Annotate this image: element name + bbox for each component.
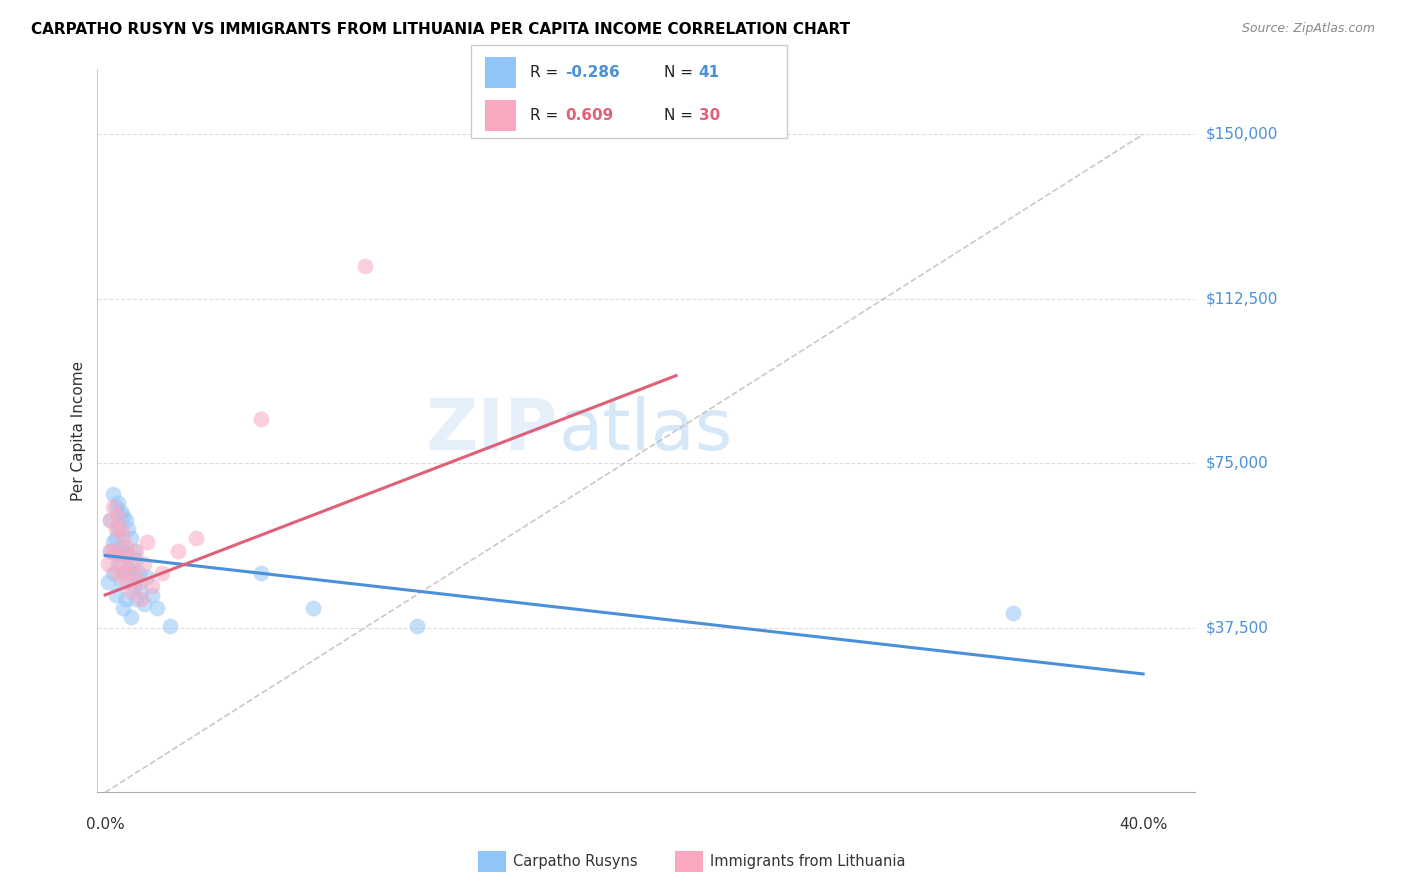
Point — [101, 500, 124, 515]
Point — [110, 505, 132, 519]
Text: $37,500: $37,500 — [1206, 620, 1270, 635]
Point — [101, 544, 124, 558]
Point — [120, 610, 142, 624]
Point — [101, 487, 124, 501]
Point — [97, 574, 120, 589]
Point — [112, 508, 135, 523]
Point — [146, 601, 169, 615]
Text: 0.0%: 0.0% — [86, 817, 125, 832]
Point — [104, 522, 127, 536]
Point — [115, 513, 138, 527]
Text: 30: 30 — [699, 108, 720, 123]
Text: CARPATHO RUSYN VS IMMIGRANTS FROM LITHUANIA PER CAPITA INCOME CORRELATION CHART: CARPATHO RUSYN VS IMMIGRANTS FROM LITHUA… — [31, 22, 851, 37]
Point — [117, 549, 139, 563]
Point — [110, 574, 132, 589]
Point — [112, 544, 135, 558]
Point — [115, 592, 138, 607]
Point — [117, 522, 139, 536]
Point — [353, 259, 375, 273]
Point — [98, 544, 121, 558]
Point — [98, 544, 121, 558]
Point — [120, 566, 142, 580]
Point — [120, 531, 142, 545]
Text: Carpatho Rusyns: Carpatho Rusyns — [513, 855, 638, 869]
Text: N =: N = — [664, 108, 697, 123]
Text: atlas: atlas — [558, 396, 733, 465]
Point — [141, 588, 163, 602]
Point — [125, 544, 148, 558]
Point — [122, 579, 145, 593]
Point — [125, 553, 148, 567]
Point — [141, 579, 163, 593]
Text: $75,000: $75,000 — [1206, 456, 1268, 471]
Text: R =: R = — [530, 108, 564, 123]
Point — [97, 558, 120, 572]
Point — [112, 601, 135, 615]
Point — [128, 574, 150, 589]
Point — [117, 562, 139, 576]
Point — [131, 583, 153, 598]
Point — [104, 588, 127, 602]
Point — [112, 566, 135, 580]
Point — [135, 570, 157, 584]
Text: Immigrants from Lithuania: Immigrants from Lithuania — [710, 855, 905, 869]
Point — [107, 549, 129, 563]
Point — [107, 558, 129, 572]
Text: 40.0%: 40.0% — [1119, 817, 1167, 832]
Point — [115, 540, 138, 554]
Point — [115, 549, 138, 563]
Point — [107, 496, 129, 510]
Point — [104, 531, 127, 545]
Point — [101, 566, 124, 580]
Point — [110, 558, 132, 572]
Point — [128, 566, 150, 580]
Point — [110, 540, 132, 554]
Point — [131, 592, 153, 607]
Point — [250, 566, 273, 580]
Point — [101, 535, 124, 549]
Text: Source: ZipAtlas.com: Source: ZipAtlas.com — [1241, 22, 1375, 36]
Text: 0.609: 0.609 — [565, 108, 613, 123]
Text: 41: 41 — [699, 65, 720, 80]
Point — [98, 513, 121, 527]
Point — [166, 544, 188, 558]
Text: ZIP: ZIP — [426, 396, 558, 465]
Point — [132, 597, 155, 611]
Point — [120, 583, 142, 598]
Y-axis label: Per Capita Income: Per Capita Income — [72, 360, 86, 500]
Point — [132, 558, 155, 572]
Point — [159, 618, 181, 632]
Point — [184, 531, 207, 545]
Point — [122, 544, 145, 558]
Point — [115, 574, 138, 589]
Point — [125, 592, 148, 607]
Text: -0.286: -0.286 — [565, 65, 620, 80]
Point — [107, 508, 129, 523]
Point — [405, 618, 427, 632]
Point — [1002, 606, 1025, 620]
Point — [120, 558, 142, 572]
Text: $112,500: $112,500 — [1206, 292, 1278, 306]
Text: R =: R = — [530, 65, 564, 80]
Point — [250, 412, 273, 426]
Text: N =: N = — [664, 65, 697, 80]
Point — [107, 522, 129, 536]
Point — [150, 566, 173, 580]
Point — [135, 535, 157, 549]
Text: $150,000: $150,000 — [1206, 127, 1278, 142]
Point — [98, 513, 121, 527]
Point — [110, 522, 132, 536]
Point — [301, 601, 323, 615]
Point — [122, 566, 145, 580]
Point — [112, 531, 135, 545]
Point — [104, 566, 127, 580]
Point — [104, 500, 127, 515]
